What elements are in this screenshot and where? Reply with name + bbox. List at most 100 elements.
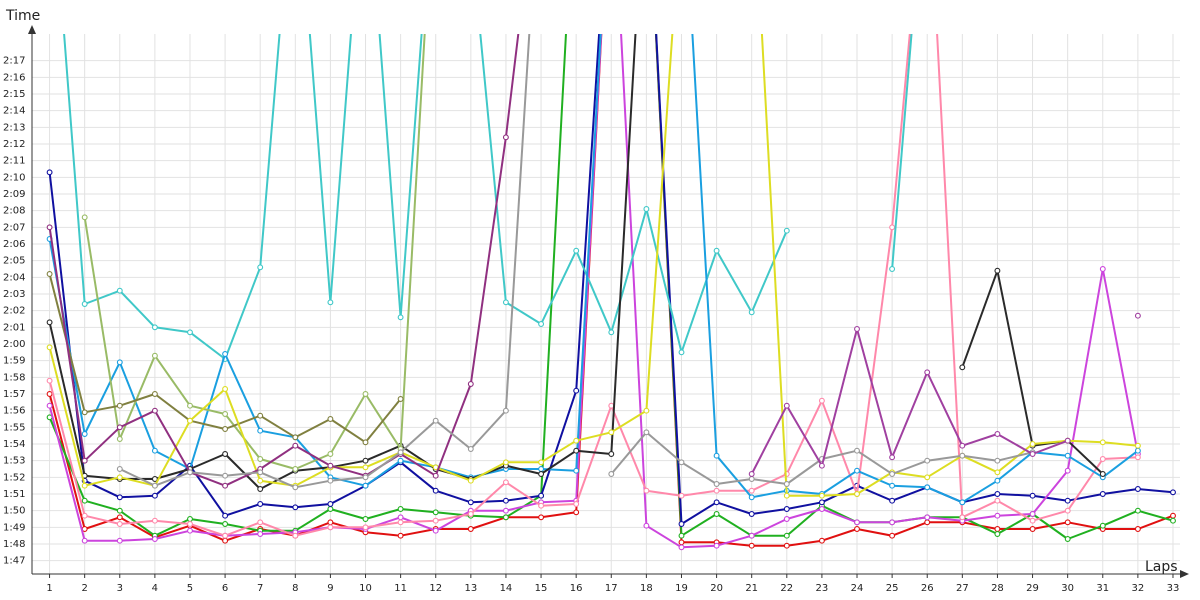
y-tick-label: 1:58: [3, 372, 25, 383]
data-point: [81, 537, 88, 544]
x-tick-label: 10: [359, 583, 372, 594]
data-point: [959, 514, 966, 521]
x-tick-label: 24: [851, 583, 864, 594]
data-point: [994, 491, 1001, 497]
data-point: [116, 514, 123, 521]
data-point: [573, 467, 580, 474]
data-point: [994, 469, 1001, 476]
data-point: [1134, 486, 1141, 492]
data-point: [783, 481, 790, 487]
data-point: [467, 511, 474, 517]
data-point: [1064, 437, 1071, 444]
x-tick-label: 11: [394, 583, 407, 594]
x-tick-label: 4: [152, 583, 158, 594]
data-point: [222, 482, 229, 489]
data-point: [678, 492, 685, 499]
data-point: [1134, 507, 1141, 514]
data-point: [116, 537, 123, 544]
data-point: [748, 532, 755, 539]
data-point: [573, 447, 580, 454]
y-tick-label: 1:54: [3, 439, 25, 450]
y-tick-label: 1:47: [3, 556, 25, 567]
data-point: [1134, 312, 1141, 319]
data-point: [362, 391, 369, 397]
data-point: [1134, 526, 1141, 532]
x-tick-label: 20: [710, 583, 723, 594]
series-line: [63, 34, 788, 360]
data-point: [748, 511, 755, 517]
data-point: [1064, 452, 1071, 459]
y-tick-label: 1:53: [3, 456, 25, 467]
series-10: [46, 271, 404, 446]
data-point: [151, 324, 158, 331]
data-point: [397, 314, 404, 321]
data-point: [608, 451, 615, 457]
data-point: [81, 482, 88, 489]
x-tick-label: 6: [222, 583, 228, 594]
data-point: [81, 214, 88, 221]
data-point: [1170, 512, 1176, 519]
series-3: [46, 34, 1176, 527]
data-point: [924, 457, 931, 464]
data-point: [362, 464, 369, 471]
data-point: [81, 512, 88, 519]
x-tick-label: 30: [1061, 583, 1074, 594]
data-point: [748, 476, 755, 482]
y-tick-label: 1:56: [3, 406, 25, 417]
data-point: [362, 482, 369, 489]
x-tick-label: 1: [46, 583, 52, 594]
data-point: [46, 169, 53, 176]
data-point: [46, 391, 53, 397]
y-tick-label: 1:50: [3, 506, 25, 517]
data-point: [257, 486, 264, 492]
data-point: [116, 402, 123, 409]
data-point: [924, 514, 931, 521]
y-tick-label: 2:00: [3, 339, 25, 350]
data-point: [467, 446, 474, 452]
data-point: [327, 416, 334, 422]
data-point: [116, 507, 123, 514]
data-point: [538, 471, 545, 477]
data-point: [678, 349, 685, 356]
data-point: [327, 299, 334, 306]
y-tick-label: 2:16: [3, 72, 25, 83]
data-point: [292, 504, 299, 511]
data-point: [1029, 511, 1036, 517]
data-point: [432, 517, 439, 524]
y-tick-label: 2:01: [3, 322, 25, 333]
x-tick-label: 3: [117, 583, 123, 594]
data-point: [257, 477, 264, 484]
data-point: [151, 476, 158, 482]
data-point: [222, 451, 229, 457]
x-tick-label: 19: [675, 583, 688, 594]
data-point: [432, 509, 439, 516]
y-axis-arrow-icon: [28, 25, 36, 34]
data-point: [432, 487, 439, 494]
data-point: [678, 544, 685, 551]
x-tick-label: 27: [956, 583, 969, 594]
data-point: [678, 521, 685, 527]
data-point: [222, 351, 229, 357]
data-point: [1029, 526, 1036, 532]
series-13: [116, 34, 1036, 491]
series-7: [46, 34, 1141, 506]
data-point: [327, 524, 334, 531]
data-point: [327, 519, 334, 526]
data-point: [432, 472, 439, 479]
data-point: [187, 527, 193, 534]
data-point: [783, 506, 790, 512]
data-point: [1099, 491, 1106, 497]
data-point: [854, 491, 860, 497]
data-point: [994, 477, 1001, 484]
data-point: [502, 514, 509, 521]
series-line: [891, 34, 913, 270]
x-tick-label: 9: [327, 583, 333, 594]
data-point: [327, 501, 334, 507]
data-point: [783, 492, 790, 499]
data-point: [1134, 454, 1141, 461]
data-point: [151, 517, 158, 524]
data-point: [854, 526, 860, 532]
data-point: [1064, 507, 1071, 514]
data-point: [643, 206, 650, 212]
data-point: [257, 519, 264, 526]
